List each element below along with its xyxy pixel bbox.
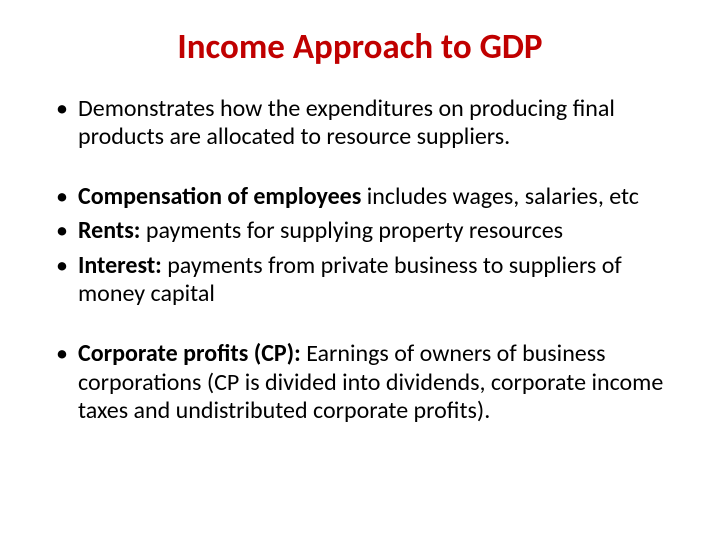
bullet-text: includes wages, salaries, etc: [361, 182, 639, 211]
bullet-item: Demonstrates how the expenditures on pro…: [48, 95, 672, 152]
bullet-item: Compensation of employees includes wages…: [48, 183, 672, 211]
bullet-item: Rents: payments for supplying property r…: [48, 217, 672, 245]
spacer: [48, 314, 672, 340]
spacer: [48, 157, 672, 183]
bullet-list: Demonstrates how the expenditures on pro…: [48, 95, 672, 152]
bullet-item: Corporate profits (CP): Earnings of owne…: [48, 340, 672, 425]
bullet-text: Demonstrates how the expenditures on pro…: [78, 94, 615, 151]
bullet-bold: Corporate profits (CP):: [78, 339, 301, 368]
bullet-text: payments for supplying property resource…: [140, 216, 563, 245]
slide-title: Income Approach to GDP: [48, 28, 672, 67]
bullet-bold: Compensation of employees: [78, 182, 361, 211]
bullet-item: Interest: payments from private business…: [48, 252, 672, 309]
bullet-list: Compensation of employees includes wages…: [48, 183, 672, 308]
bullet-bold: Interest:: [78, 251, 162, 280]
bullet-bold: Rents:: [78, 216, 140, 245]
bullet-list: Corporate profits (CP): Earnings of owne…: [48, 340, 672, 425]
slide: Income Approach to GDP Demonstrates how …: [0, 0, 720, 540]
